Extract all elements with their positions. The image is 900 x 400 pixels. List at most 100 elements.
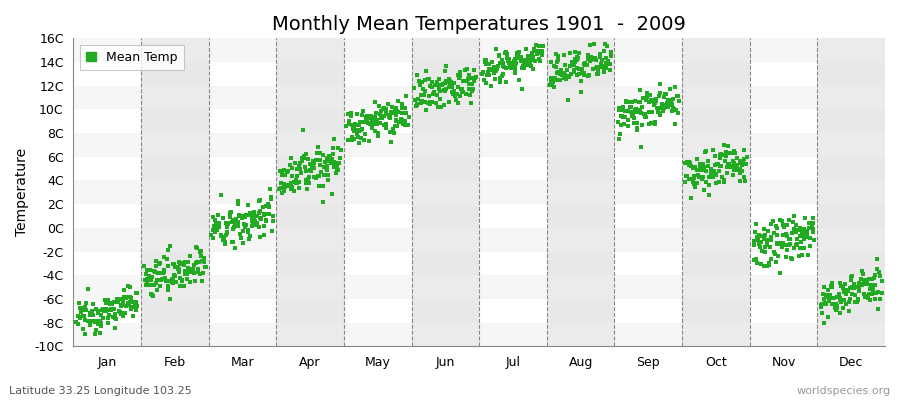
Point bbox=[209, 223, 223, 229]
Point bbox=[383, 108, 398, 115]
Point bbox=[708, 162, 723, 168]
Point bbox=[780, 232, 795, 239]
Point bbox=[430, 79, 445, 86]
Point bbox=[754, 238, 769, 245]
Point bbox=[598, 55, 613, 62]
Point bbox=[144, 276, 158, 283]
Point bbox=[832, 297, 847, 304]
Point bbox=[512, 49, 526, 56]
Point bbox=[706, 147, 721, 153]
Point bbox=[734, 170, 748, 176]
Point bbox=[476, 77, 491, 83]
Point bbox=[252, 198, 266, 205]
Point bbox=[460, 78, 474, 84]
Point bbox=[106, 299, 121, 305]
Point bbox=[502, 56, 517, 62]
Point bbox=[237, 220, 251, 227]
Point bbox=[129, 307, 143, 313]
Point bbox=[352, 140, 366, 146]
Point bbox=[146, 293, 160, 300]
Point bbox=[154, 270, 168, 276]
Point bbox=[506, 60, 520, 66]
Point bbox=[640, 94, 654, 100]
Point bbox=[326, 150, 340, 157]
Point bbox=[814, 301, 829, 307]
Point bbox=[124, 298, 139, 305]
Point bbox=[492, 53, 507, 59]
Point bbox=[798, 233, 813, 239]
Point bbox=[619, 108, 634, 114]
Point bbox=[445, 84, 459, 90]
Point bbox=[602, 67, 616, 73]
Point bbox=[630, 125, 644, 131]
Point bbox=[81, 317, 95, 324]
Point bbox=[304, 161, 319, 168]
Point bbox=[710, 161, 724, 168]
Point bbox=[724, 150, 738, 156]
Point bbox=[860, 280, 875, 287]
Point bbox=[823, 292, 837, 298]
Point bbox=[256, 212, 271, 218]
Point bbox=[81, 286, 95, 293]
Point bbox=[451, 100, 465, 106]
Point bbox=[462, 81, 476, 88]
Point bbox=[818, 300, 832, 306]
Point bbox=[150, 276, 165, 283]
Point bbox=[248, 214, 262, 220]
Point bbox=[314, 169, 328, 176]
Point bbox=[432, 76, 446, 82]
Point bbox=[316, 151, 330, 158]
Point bbox=[465, 86, 480, 92]
Point bbox=[477, 59, 491, 65]
Point bbox=[689, 156, 704, 162]
Point bbox=[661, 104, 675, 111]
Point bbox=[535, 48, 549, 55]
Point bbox=[747, 242, 761, 248]
Point bbox=[736, 174, 751, 180]
Point bbox=[334, 147, 348, 153]
Point bbox=[794, 232, 808, 239]
Point bbox=[229, 216, 243, 222]
Point bbox=[447, 91, 462, 97]
Point bbox=[663, 97, 678, 104]
Point bbox=[292, 178, 307, 185]
Point bbox=[78, 303, 93, 310]
Point bbox=[71, 321, 86, 327]
Point bbox=[452, 75, 466, 81]
Point bbox=[593, 51, 608, 58]
Point bbox=[168, 279, 183, 285]
Point bbox=[129, 289, 143, 296]
Point bbox=[617, 121, 632, 127]
Point bbox=[862, 286, 877, 292]
Point bbox=[329, 162, 344, 169]
Point bbox=[321, 172, 336, 178]
Point bbox=[301, 156, 315, 162]
Point bbox=[245, 223, 259, 230]
Point bbox=[832, 291, 846, 298]
Point bbox=[514, 58, 528, 64]
Point bbox=[388, 118, 402, 124]
Point bbox=[394, 117, 409, 123]
Point bbox=[451, 72, 465, 78]
Point bbox=[684, 176, 698, 182]
Point bbox=[395, 105, 410, 112]
Point bbox=[356, 108, 371, 114]
Point bbox=[795, 251, 809, 258]
Point bbox=[262, 211, 276, 218]
Point bbox=[827, 302, 842, 309]
Point bbox=[256, 222, 271, 229]
Point bbox=[374, 120, 388, 126]
Point bbox=[494, 72, 508, 79]
Point bbox=[122, 300, 137, 307]
Point bbox=[359, 114, 374, 120]
Point bbox=[467, 75, 482, 81]
Point bbox=[852, 279, 867, 286]
Point bbox=[572, 71, 586, 77]
Point bbox=[749, 221, 763, 228]
Point bbox=[433, 88, 447, 94]
Point bbox=[95, 315, 110, 322]
Point bbox=[724, 164, 738, 170]
Point bbox=[103, 312, 117, 318]
Point bbox=[432, 82, 446, 88]
Point bbox=[287, 188, 302, 194]
